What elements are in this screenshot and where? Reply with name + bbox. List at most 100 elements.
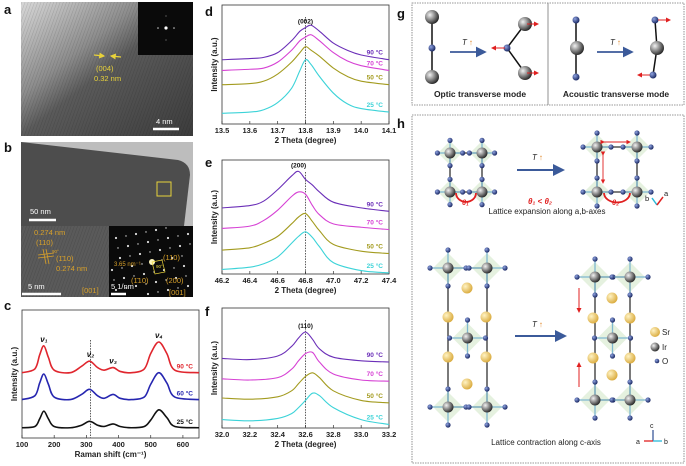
diffraction-spot (189, 243, 191, 245)
o-atom (609, 274, 615, 280)
sr-atom (624, 352, 636, 364)
saed-distance: 3.65 nm⁻¹ (114, 262, 141, 268)
x-tick-label: 46.4 (243, 276, 258, 285)
x-tick-label: 100 (16, 440, 29, 449)
o-atom (484, 422, 490, 428)
optic-mode-caption: Optic transverse mode (434, 89, 526, 99)
x-tick-label: 47.2 (354, 276, 369, 285)
diffraction-spot (166, 236, 170, 240)
x-tick-label: 33.0 (354, 430, 369, 439)
ir-atom (589, 271, 601, 283)
o-atom (574, 274, 580, 280)
o-atom (427, 404, 433, 410)
theta-relation: θ₁ < θ₂ (528, 197, 552, 206)
o-atom (592, 256, 598, 262)
svg-text:b: b (645, 194, 649, 203)
lattice-plane-label: (004) (96, 64, 114, 73)
diffraction-spot (122, 276, 126, 280)
sr-atom (480, 351, 492, 363)
peak-label: ν₁ (40, 335, 47, 344)
y-axis-label: Intensity (a.u.) (210, 190, 219, 245)
panel-label-d: d (205, 4, 213, 19)
o-atom (464, 353, 471, 359)
chart-c: 100 200 300 400 500 600 Raman shift (cm⁻¹) Inte… (10, 309, 200, 459)
x-tick-label: 300 (80, 440, 93, 449)
legend-ir-marker (650, 342, 660, 352)
x-tick-label: 33.2 (382, 430, 397, 439)
series-line-90C (21, 341, 200, 374)
ir-atom (476, 186, 488, 198)
diffraction-spot (185, 275, 187, 277)
y-axis-label: Intensity (a.u.) (10, 347, 19, 402)
o-atom (466, 265, 472, 271)
series-line-50C (221, 372, 390, 404)
diffraction-spot (134, 232, 138, 236)
acoustic-mode-initial (570, 16, 584, 81)
o-atom (608, 144, 614, 150)
lattice-spacing-label: 0.32 nm (94, 74, 121, 83)
x-tick-label: 13.6 (243, 126, 258, 135)
series-line-90C (221, 24, 390, 61)
o-atom (627, 379, 633, 385)
panel-label-h: h (397, 116, 405, 131)
o-atom (479, 202, 485, 208)
diffraction-spot (146, 240, 150, 244)
o-atom (620, 189, 626, 195)
peak-label: ν₄ (155, 331, 163, 340)
series-line-50C (221, 46, 390, 86)
o-atom (484, 386, 490, 392)
y-axis-label: Intensity (a.u.) (210, 37, 219, 92)
o-atom (608, 189, 614, 195)
svg-text:c: c (650, 423, 654, 430)
o-atom (428, 44, 436, 52)
series-label: 50 °C (367, 392, 384, 400)
diffraction-spot (174, 276, 178, 280)
series-label: 50 °C (367, 74, 384, 82)
legend-ir-label: Ir (662, 343, 667, 352)
ir-atom (624, 394, 636, 406)
x-tick-label: 14.1 (382, 126, 397, 135)
series-label: 70 °C (367, 219, 384, 227)
sr-atom (587, 312, 599, 324)
series-line-60C (21, 371, 200, 401)
x-tick-label: 47.4 (382, 276, 397, 285)
series-label: 60 °C (177, 390, 194, 398)
lattice-angle-marker (37, 248, 55, 265)
series-label: 90 °C (367, 351, 384, 359)
series-label: 25 °C (367, 413, 384, 421)
o-atom (445, 247, 451, 253)
series-label: 90 °C (367, 200, 384, 208)
y-axis-label: Intensity (a.u.) (210, 341, 219, 396)
diffraction-spot (173, 267, 175, 269)
o-atom (427, 265, 433, 271)
x-axis-label: 2 Theta (degree) (275, 136, 337, 145)
sr-atom (606, 292, 618, 304)
sr-atom (461, 282, 473, 294)
series-label: 90 °C (177, 363, 194, 371)
x-tick-label: 32.0 (215, 430, 230, 439)
o-atom (627, 335, 634, 341)
series-line-25C (221, 231, 390, 274)
o-atom (648, 189, 654, 195)
o-atom (627, 292, 633, 298)
sr-atom (461, 378, 473, 390)
peak-label: (200) (291, 162, 306, 169)
o-atom (445, 386, 451, 392)
o-atom (466, 404, 472, 410)
ir-atom (425, 70, 439, 84)
diffraction-spot (170, 256, 174, 260)
hrtem-plane-2: (1̄10) (56, 254, 74, 263)
series-label: 70 °C (367, 370, 384, 378)
o-atom (594, 175, 600, 181)
diffraction-spot (114, 236, 118, 240)
x-tick-label: 200 (48, 440, 61, 449)
ir-atom (591, 141, 603, 153)
o-atom (460, 150, 466, 156)
diffraction-spot (110, 268, 114, 272)
o-atom (645, 397, 651, 403)
x-tick-label: 46.2 (215, 276, 230, 285)
o-atom (445, 422, 451, 428)
expansion-caption: Lattice expansion along a,b-axes (489, 207, 606, 216)
series-label: 50 °C (367, 242, 384, 250)
